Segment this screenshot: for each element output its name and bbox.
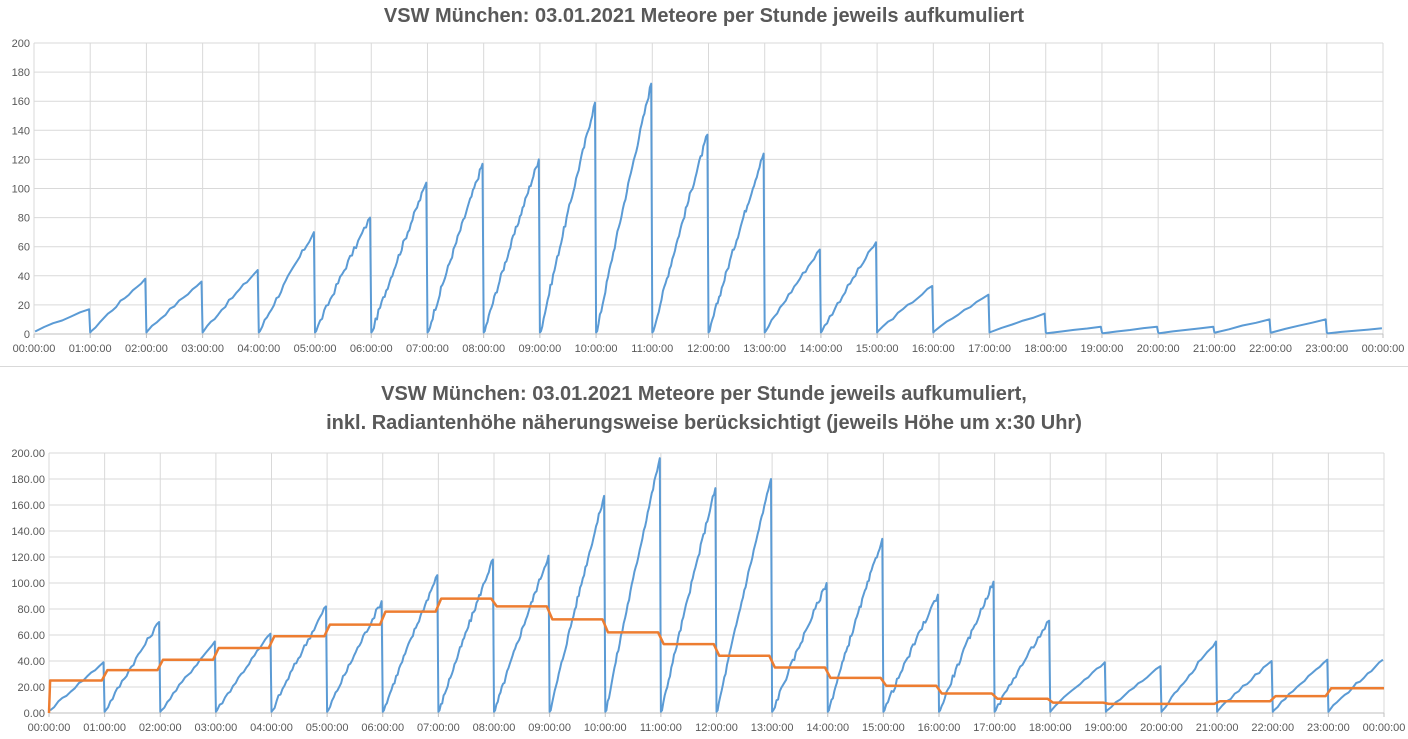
chart1-plot: 0 20 40 60 80 100 120 140 160 180 200 00:00:00 01:00… <box>12 38 1405 355</box>
chart1-x-tick-label: 12:00:00 <box>687 343 730 355</box>
chart1-y-tick-label: 100 <box>12 184 30 196</box>
chart2-series-1-line <box>49 457 1384 713</box>
chart2-y-tick-label: 200.00 <box>11 448 45 460</box>
chart1-x-tick-label: 21:00:00 <box>1193 343 1236 355</box>
chart1-y-tick-label: 40 <box>18 271 30 283</box>
chart2-x-tick-label: 22:00:00 <box>1251 722 1294 734</box>
chart2-y-tick-label: 80.00 <box>17 604 45 616</box>
chart1-y-tick-label: 180 <box>12 67 30 79</box>
chart1-x-tick-label: 05:00:00 <box>294 343 337 355</box>
chart2-x-tick-label: 07:00:00 <box>417 722 460 734</box>
chart2-x-tick-label: 03:00:00 <box>194 722 237 734</box>
chart1-x-tick-label: 07:00:00 <box>406 343 449 355</box>
chart2-x-tick-label: 10:00:00 <box>584 722 627 734</box>
chart2-x-tick-label: 09:00:00 <box>528 722 571 734</box>
chart2-y-tick-label: 160.00 <box>11 500 45 512</box>
chart2-x-tick-label: 21:00:00 <box>1196 722 1239 734</box>
chart1-x-tick-label: 01:00:00 <box>69 343 112 355</box>
chart2-y-tick-label: 20.00 <box>17 682 45 694</box>
chart2-x-tick-label: 17:00:00 <box>973 722 1016 734</box>
chart2-x-tick-label: 13:00:00 <box>751 722 794 734</box>
chart1-series-1-line <box>34 82 1383 335</box>
chart2-y-tick-label: 40.00 <box>17 656 45 668</box>
chart1-y-tick-label: 0 <box>24 329 30 341</box>
chart2-x-tick-label: 20:00:00 <box>1140 722 1183 734</box>
chart2-y-tick-label: 60.00 <box>17 630 45 642</box>
chart2-x-tick-label: 11:00:00 <box>640 722 682 734</box>
chart1-x-tick-label: 16:00:00 <box>912 343 955 355</box>
chart1-x-tick-label: 00:00:00 <box>13 343 56 355</box>
chart1-x-tick-label: 02:00:00 <box>125 343 168 355</box>
chart2-x-tick-label: 14:00:00 <box>806 722 849 734</box>
chart2-x-tick-label: 06:00:00 <box>361 722 404 734</box>
chart1-y-tick-label: 120 <box>12 154 30 166</box>
chart2-x-tick-label: 02:00:00 <box>139 722 182 734</box>
chart1-x-tick-label: 08:00:00 <box>462 343 505 355</box>
chart1-x-tick-label: 14:00:00 <box>800 343 843 355</box>
chart1-x-tick-label: 20:00:00 <box>1137 343 1180 355</box>
chart1-x-tick-label: 06:00:00 <box>350 343 393 355</box>
chart2-x-tick-label: 05:00:00 <box>306 722 349 734</box>
chart1-x-tick-label: 23:00:00 <box>1305 343 1348 355</box>
chart2-y-tick-label: 0.00 <box>24 708 45 720</box>
chart2-x-tick-label: 04:00:00 <box>250 722 293 734</box>
chart1-y-tick-label: 80 <box>18 213 30 225</box>
chart2-x-tick-label: 23:00:00 <box>1307 722 1350 734</box>
chart2-subtitle: inkl. Radiantenhöhe näherungsweise berüc… <box>326 412 1082 434</box>
chart1-x-tick-label: 00:00:00 <box>1362 343 1405 355</box>
chart2-title: VSW München: 03.01.2021 Meteore per Stun… <box>381 383 1027 405</box>
chart2-x-tick-label: 01:00:00 <box>83 722 126 734</box>
chart1-x-tick-label: 17:00:00 <box>968 343 1011 355</box>
chart2-x-tick-label: 15:00:00 <box>862 722 905 734</box>
chart1-x-tick-label: 15:00:00 <box>856 343 899 355</box>
chart2-x-tick-label: 08:00:00 <box>473 722 516 734</box>
chart2-x-tick-label: 00:00:00 <box>1363 722 1406 734</box>
chart1-y-tick-label: 20 <box>18 300 30 312</box>
chart2-x-tick-label: 19:00:00 <box>1084 722 1127 734</box>
chart1-y-tick-label: 140 <box>12 125 30 137</box>
chart2-y-tick-label: 100.00 <box>11 578 45 590</box>
chart1-x-tick-label: 10:00:00 <box>575 343 618 355</box>
chart2-x-tick-label: 12:00:00 <box>695 722 738 734</box>
chart1-title: VSW München: 03.01.2021 Meteore per Stun… <box>383 5 1025 27</box>
chart1-x-tick-label: 03:00:00 <box>181 343 224 355</box>
chart2-y-tick-label: 140.00 <box>11 526 45 538</box>
chart1-x-tick-label: 19:00:00 <box>1081 343 1124 355</box>
chart1-x-tick-label: 22:00:00 <box>1249 343 1292 355</box>
chart1-y-tick-label: 200 <box>12 38 30 50</box>
chart1-x-tick-label: 13:00:00 <box>743 343 786 355</box>
chart2-x-tick-label: 16:00:00 <box>918 722 961 734</box>
chart2-x-tick-label: 18:00:00 <box>1029 722 1072 734</box>
chart1-x-tick-label: 18:00:00 <box>1024 343 1067 355</box>
chart2-series-2-step-line <box>47 597 1384 714</box>
chart2-y-tick-label: 180.00 <box>11 474 45 486</box>
chart1-y-tick-label: 160 <box>12 96 30 108</box>
chart1-x-tick-label: 09:00:00 <box>518 343 561 355</box>
chart-separator <box>0 366 1408 367</box>
chart1-x-tick-label: 11:00:00 <box>631 343 673 355</box>
chart2-y-tick-label: 120.00 <box>11 552 45 564</box>
chart1-y-tick-label: 60 <box>18 242 30 254</box>
chart1-x-tick-label: 04:00:00 <box>237 343 280 355</box>
chart2-x-tick-label: 00:00:00 <box>28 722 71 734</box>
